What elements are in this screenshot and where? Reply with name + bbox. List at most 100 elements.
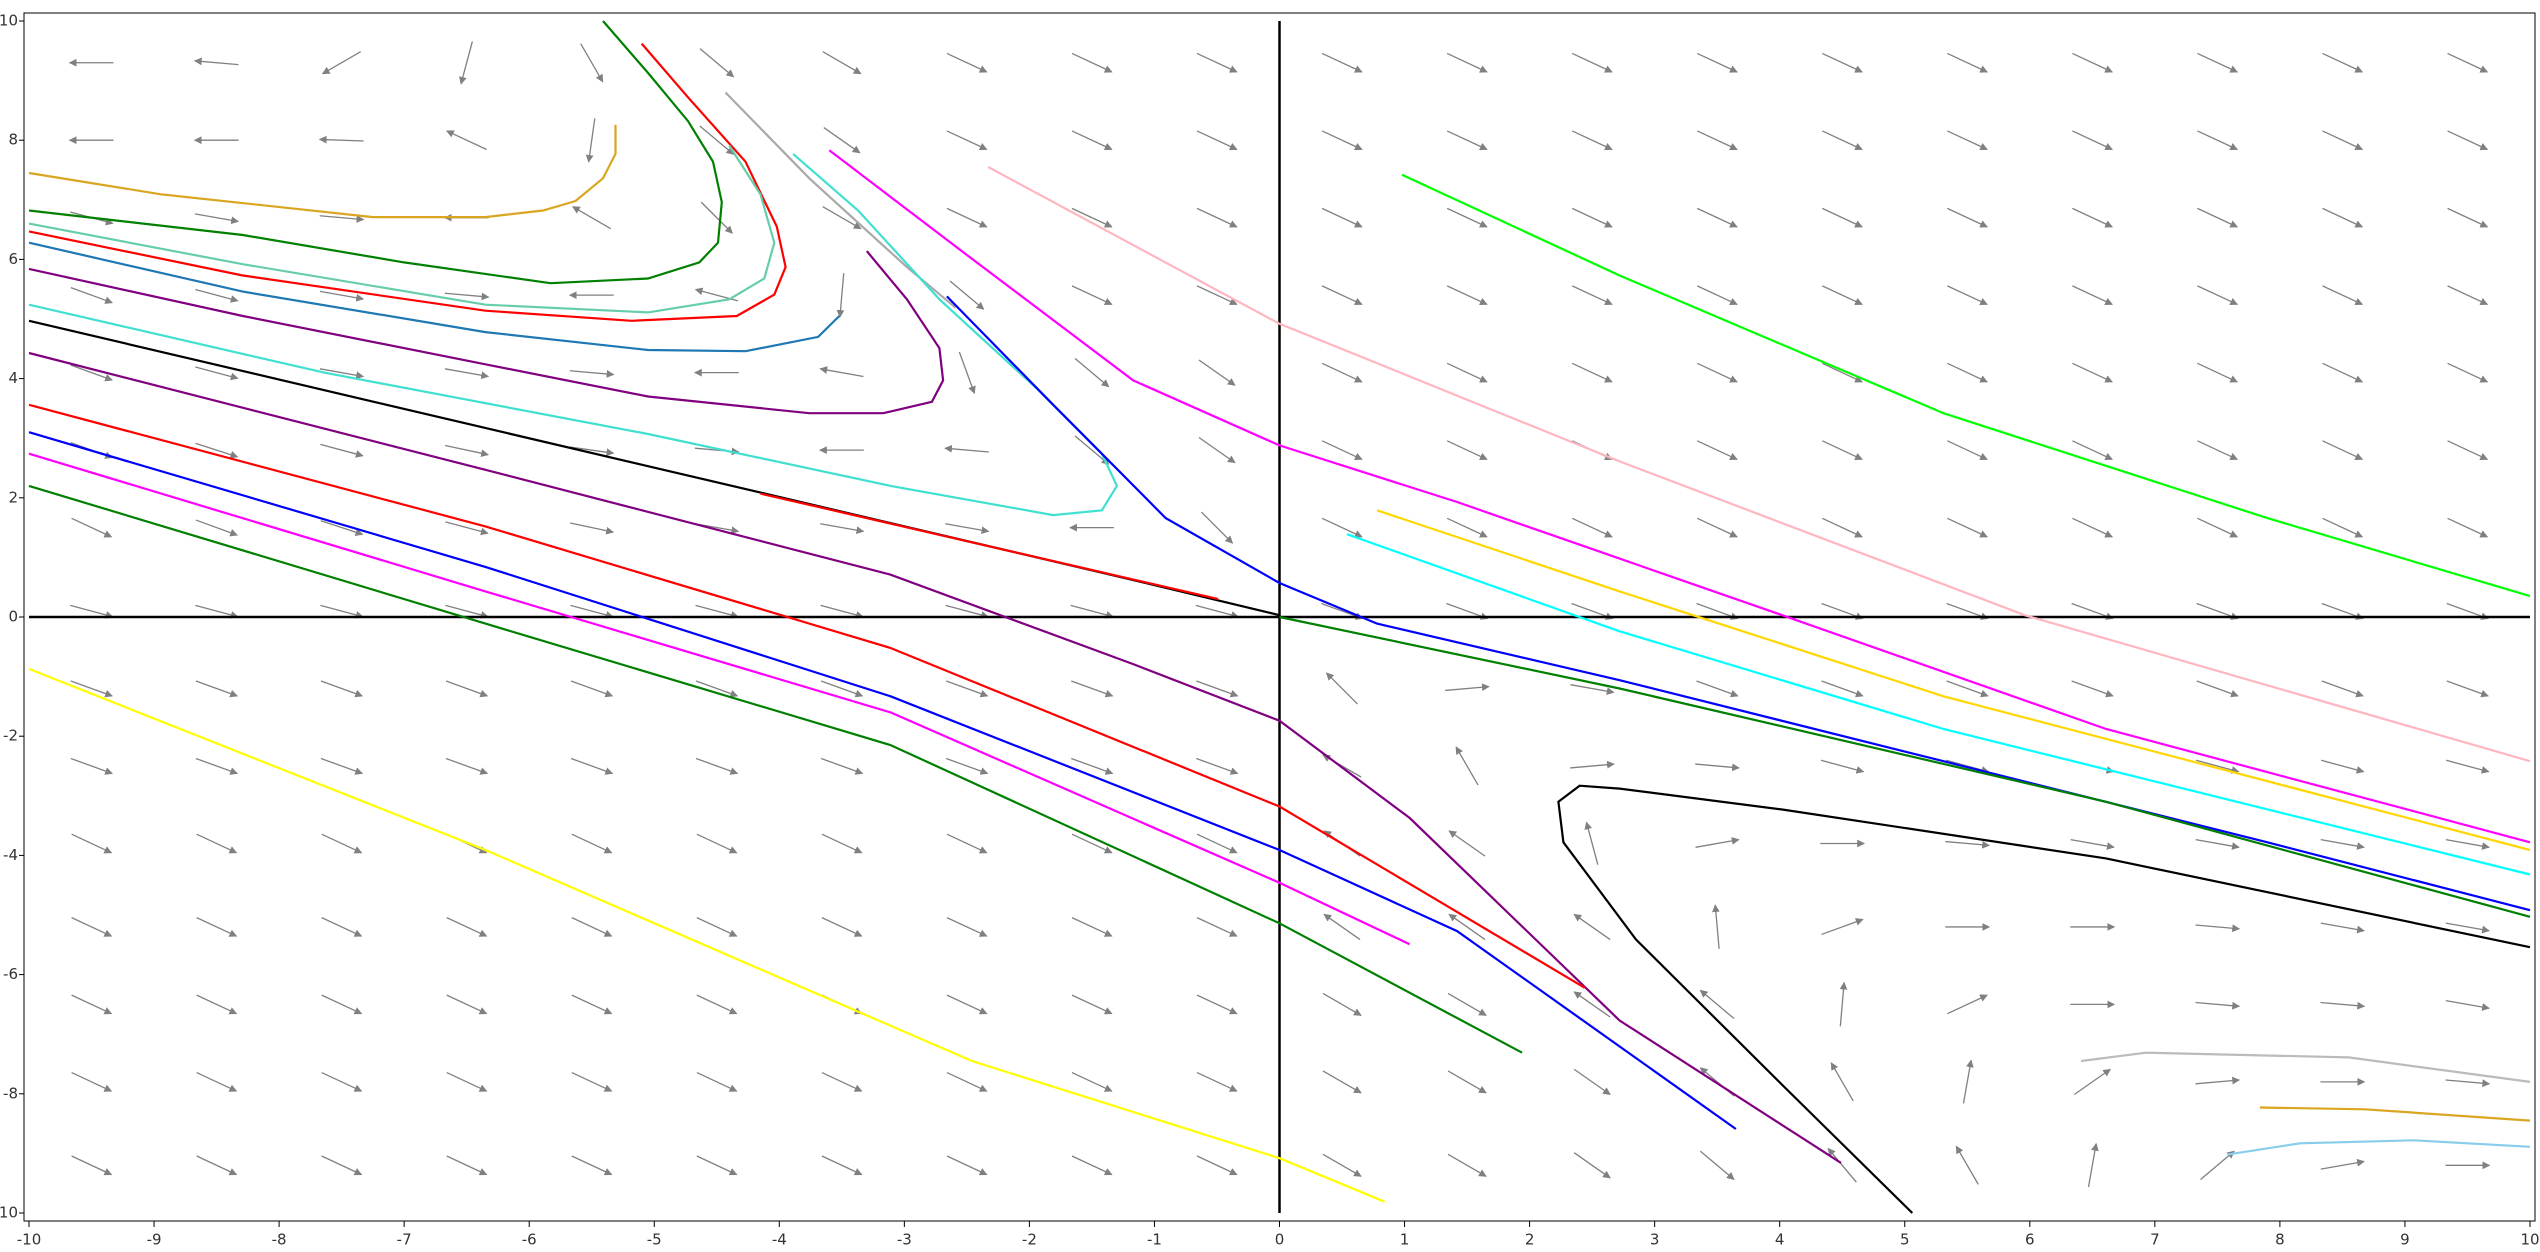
vector-arrow bbox=[1446, 362, 1488, 383]
trajectory bbox=[28, 667, 1385, 1203]
vector-arrow bbox=[1200, 511, 1234, 544]
vector-arrow bbox=[1570, 684, 1615, 695]
vector-arrow bbox=[446, 1071, 488, 1092]
vector-arrow bbox=[321, 1071, 363, 1092]
trajectory bbox=[760, 492, 1219, 601]
vector-arrow bbox=[1071, 757, 1114, 775]
y-tick-label: -6 bbox=[3, 965, 18, 983]
x-tick-label: 6 bbox=[2025, 1231, 2035, 1249]
vector-arrow bbox=[1699, 989, 1735, 1020]
vector-arrow bbox=[946, 833, 988, 854]
vector-arrow bbox=[320, 757, 364, 775]
vector-arrow bbox=[946, 1155, 988, 1176]
vector-arrow bbox=[1827, 1147, 1857, 1183]
trajectory bbox=[2227, 1139, 2531, 1156]
trajectory bbox=[28, 250, 945, 415]
vector-arrow bbox=[1571, 130, 1613, 151]
vector-arrow bbox=[2322, 207, 2364, 228]
vector-arrow bbox=[446, 994, 488, 1015]
vector-arrow bbox=[1955, 1145, 1979, 1185]
vector-arrow bbox=[321, 833, 363, 854]
vector-arrow bbox=[195, 604, 239, 619]
vector-arrow bbox=[1321, 440, 1363, 461]
vector-arrow bbox=[1448, 913, 1486, 941]
vector-arrow bbox=[320, 443, 364, 458]
vector-arrow bbox=[1074, 358, 1110, 388]
trajectory bbox=[28, 153, 1119, 517]
vector-arrow bbox=[446, 1155, 488, 1176]
vector-arrow bbox=[1321, 52, 1363, 73]
vector-arrow bbox=[1696, 517, 1738, 538]
vector-arrow bbox=[1322, 1153, 1362, 1177]
vector-arrow bbox=[580, 43, 604, 83]
vector-arrow bbox=[1196, 994, 1238, 1015]
vector-arrow bbox=[570, 522, 615, 535]
vector-arrow bbox=[1070, 604, 1114, 619]
vector-arrow bbox=[2322, 285, 2364, 306]
vector-arrow bbox=[836, 273, 845, 318]
vector-arrow bbox=[319, 368, 365, 380]
vector-arrow bbox=[70, 604, 114, 619]
vector-arrow bbox=[1821, 918, 1864, 936]
vector-arrow bbox=[569, 446, 615, 457]
vector-arrow bbox=[1455, 746, 1479, 786]
vector-arrow bbox=[1822, 52, 1863, 73]
vector-arrow bbox=[446, 130, 487, 151]
vector-arrow bbox=[2320, 839, 2365, 850]
vector-arrow bbox=[318, 135, 364, 144]
vector-arrow bbox=[2072, 517, 2113, 538]
vector-arrow bbox=[319, 290, 365, 302]
vector-arrow bbox=[1571, 52, 1613, 73]
vector-arrow bbox=[823, 127, 861, 154]
vector-arrow bbox=[1821, 680, 1864, 698]
vector-arrow bbox=[695, 757, 739, 775]
x-tick-label: -10 bbox=[17, 1231, 42, 1249]
vector-arrow bbox=[1573, 1068, 1611, 1096]
vector-arrow bbox=[820, 604, 864, 619]
vector-arrow bbox=[821, 1071, 863, 1092]
vector-arrow bbox=[2087, 1142, 2099, 1188]
vector-arrow bbox=[2322, 52, 2364, 73]
vector-arrow bbox=[1571, 517, 1613, 538]
vector-arrow bbox=[1071, 917, 1113, 937]
vector-arrow bbox=[1198, 436, 1236, 464]
vector-arrow bbox=[196, 1071, 238, 1092]
vector-arrow bbox=[1947, 52, 1988, 73]
vector-arrow bbox=[1947, 517, 1988, 538]
vector-arrow bbox=[2447, 362, 2489, 383]
vector-arrow bbox=[1947, 130, 1988, 151]
vector-arrow bbox=[1446, 517, 1488, 538]
trajectory bbox=[2259, 1106, 2531, 1122]
vector-arrow bbox=[2070, 839, 2115, 850]
vector-arrow bbox=[821, 1155, 863, 1176]
vector-arrow bbox=[946, 917, 988, 937]
vector-arrow bbox=[570, 680, 614, 698]
vector-arrow bbox=[2196, 680, 2239, 698]
vector-arrow bbox=[70, 364, 113, 382]
vector-arrow bbox=[700, 201, 733, 234]
vector-arrow bbox=[196, 1155, 238, 1176]
vector-arrow bbox=[1445, 683, 1490, 692]
vector-arrow bbox=[71, 833, 113, 854]
vector-arrow bbox=[195, 442, 239, 459]
vector-arrow bbox=[2446, 680, 2489, 698]
trajectory bbox=[987, 166, 2531, 763]
vector-arrow bbox=[945, 604, 989, 619]
vector-arrow bbox=[70, 287, 113, 304]
y-tick-label: -8 bbox=[3, 1084, 18, 1102]
vector-arrow bbox=[946, 207, 988, 228]
vector-arrow bbox=[71, 917, 113, 937]
vector-arrow bbox=[70, 680, 113, 698]
y-tick-label: -10 bbox=[0, 1204, 18, 1222]
vector-arrow bbox=[946, 1071, 988, 1092]
vector-arrow bbox=[2322, 362, 2364, 383]
vector-arrow bbox=[196, 994, 238, 1015]
vector-arrow bbox=[1448, 830, 1486, 857]
vector-arrow bbox=[2445, 1079, 2491, 1088]
trajectory bbox=[1376, 509, 2531, 852]
vector-arrow bbox=[1071, 130, 1113, 151]
trajectory bbox=[28, 20, 723, 285]
vector-arrow bbox=[444, 368, 490, 380]
vector-arrow bbox=[195, 757, 238, 775]
vector-arrow bbox=[2072, 362, 2113, 383]
